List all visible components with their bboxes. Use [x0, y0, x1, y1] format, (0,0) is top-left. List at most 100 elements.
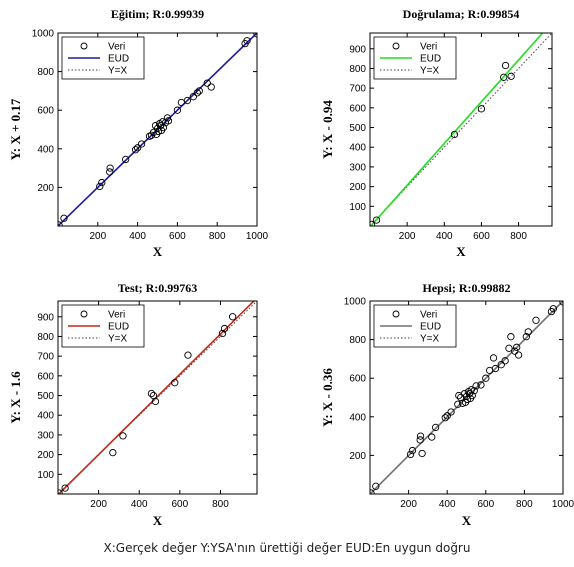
data-point — [489, 354, 498, 362]
data-point — [164, 117, 173, 125]
y-tick-label: 600 — [37, 106, 54, 117]
data-point — [477, 381, 485, 389]
y-tick-label: 800 — [349, 64, 366, 75]
data-point — [511, 347, 519, 355]
legend-label: Veri — [108, 42, 125, 53]
legend-label: EUD — [108, 54, 129, 65]
axes-box — [57, 32, 258, 227]
x-tick-label: 1000 — [552, 499, 574, 510]
x-axis-label: X — [153, 513, 163, 528]
y-tick-label: 1000 — [32, 29, 55, 40]
data-point — [467, 386, 475, 394]
data-point — [482, 374, 490, 382]
data-point — [372, 216, 381, 224]
data-point — [470, 387, 478, 395]
data-point — [406, 450, 415, 459]
panel-dogrulama: Doğrulama; R:0.99854 X Y: X - 0.94 200 400 60… — [320, 7, 553, 259]
y-tick-label: 200 — [349, 451, 366, 462]
legend-box — [373, 304, 457, 348]
y-tick-label: 1000 — [344, 297, 367, 308]
y-axis-label: Y: X - 1.6 — [8, 371, 23, 424]
data-point — [372, 482, 380, 490]
x-tick-label: 400 — [129, 231, 146, 242]
data-point — [501, 61, 510, 70]
plot-area — [370, 301, 563, 494]
legend-label: Y=X — [420, 66, 440, 77]
data-point — [418, 449, 426, 458]
legend-label: Veri — [420, 42, 437, 53]
y-tick-label: 800 — [37, 67, 54, 78]
legend-label: EUD — [420, 322, 441, 333]
data-point — [98, 178, 106, 187]
data-point — [450, 130, 459, 139]
x-tick-label: 600 — [169, 231, 186, 242]
data-point — [137, 140, 146, 148]
legend-label: Veri — [108, 310, 125, 321]
data-point — [507, 333, 515, 341]
data-point — [195, 87, 203, 95]
x-tick-label: 400 — [436, 231, 453, 242]
data-point — [243, 37, 251, 45]
data-point — [507, 72, 515, 80]
data-point — [220, 324, 229, 333]
figure-caption: X:Gerçek değer Y:YSA'nın ürettiği değer … — [103, 541, 471, 555]
data-point — [500, 73, 508, 81]
panel-hepsi: Hepsi; R:0.99882 X Y: X - 0.36 200 400 600 800… — [320, 281, 574, 528]
y-tick-label: 400 — [349, 143, 366, 154]
x-tick-label: 600 — [171, 499, 188, 510]
data-point — [501, 357, 509, 365]
data-point — [61, 484, 69, 492]
y-axis-label: Y: X - 0.36 — [320, 368, 335, 427]
identity-line — [370, 33, 552, 226]
data-point — [106, 168, 114, 176]
data-point — [183, 96, 192, 105]
y-tick-label: 100 — [349, 202, 366, 213]
data-point — [147, 389, 156, 398]
x-tick-label: 600 — [473, 231, 490, 242]
y-axis-label: Y: X - 0.94 — [320, 100, 335, 159]
data-point — [428, 433, 436, 441]
legend-label: EUD — [108, 322, 129, 333]
data-point — [207, 83, 215, 91]
data-point — [173, 106, 182, 114]
data-point — [549, 305, 557, 313]
y-axis-label: Y: X + 0.17 — [8, 98, 23, 160]
chart-title: Test; R:0.99763 — [118, 281, 198, 295]
data-point — [203, 79, 211, 87]
x-tick-label: 800 — [212, 499, 229, 510]
y-tick-label: 700 — [37, 352, 54, 363]
data-point — [472, 382, 480, 390]
x-tick-label: 400 — [131, 499, 148, 510]
data-point — [477, 105, 486, 113]
plot-area — [58, 301, 257, 494]
data-point — [416, 432, 425, 440]
x-tick-label: 200 — [399, 231, 416, 242]
x-tick-label: 200 — [89, 231, 106, 242]
legend-marker-data — [392, 310, 400, 318]
data-point — [468, 391, 476, 400]
x-axis-label: X — [153, 244, 163, 259]
data-point — [447, 408, 455, 416]
data-point — [497, 361, 505, 369]
data-point — [171, 379, 179, 387]
fit-line — [58, 33, 257, 226]
y-tick-label: 400 — [349, 412, 366, 423]
data-point — [408, 446, 417, 455]
y-tick-label: 900 — [37, 312, 54, 323]
legend-label: Y=X — [108, 334, 128, 345]
x-tick-label: 400 — [439, 499, 456, 510]
legend-label: Y=X — [108, 66, 128, 77]
y-tick-label: 200 — [37, 450, 54, 461]
data-point — [253, 33, 257, 38]
y-tick-label: 200 — [349, 182, 366, 193]
y-tick-label: 300 — [349, 162, 366, 173]
data-point — [370, 489, 375, 494]
data-point — [184, 351, 192, 359]
data-point — [109, 448, 117, 457]
data-point — [151, 397, 160, 406]
data-point — [443, 412, 451, 420]
